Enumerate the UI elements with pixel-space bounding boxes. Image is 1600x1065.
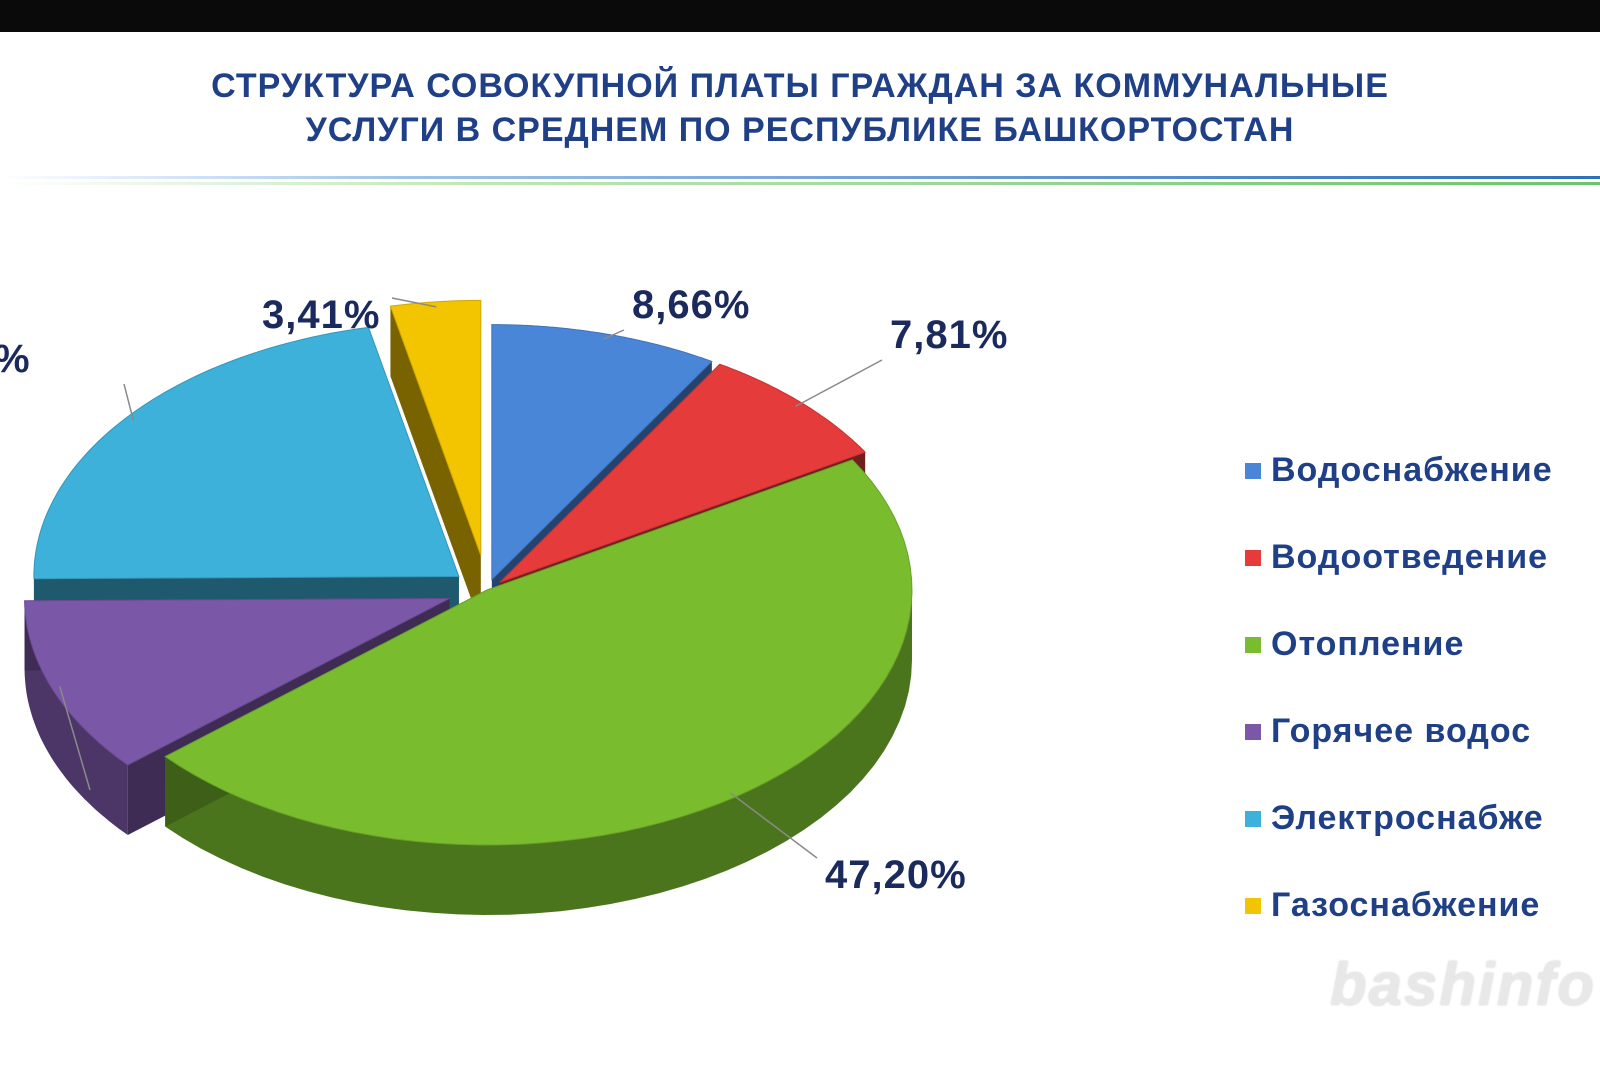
legend-swatch-газоснабжение xyxy=(1245,897,1261,914)
legend-swatch-водоснабжение xyxy=(1245,462,1261,479)
legend-label-горячее-водоснабжение: Горячее водос xyxy=(1271,712,1532,750)
leader-line-водоснабжение xyxy=(603,329,625,340)
chart-title: СТРУКТУРА СОВОКУПНОЙ ПЛАТЫ ГРАЖДАН ЗА КО… xyxy=(60,64,1540,152)
legend-item-газоснабжение: Газоснабжение xyxy=(1245,862,1600,949)
watermark: bashinfo xyxy=(1330,951,1596,1018)
top-black-bar xyxy=(0,0,1600,32)
legend-swatch-электроснабжение xyxy=(1245,810,1261,827)
data-label-водоотведение: 7,81% xyxy=(890,313,1008,357)
legend-label-газоснабжение: Газоснабжение xyxy=(1271,886,1541,924)
pie-chart: 8,66% 7,81% 47,20%% 3,41% xyxy=(0,283,1008,915)
chart-title-line-1: СТРУКТУРА СОВОКУПНОЙ ПЛАТЫ ГРАЖДАН ЗА КО… xyxy=(211,67,1389,105)
data-label-электроснабжение: % xyxy=(0,337,31,381)
leader-line-отопление xyxy=(729,792,818,859)
slice-wall-газоснабжение-0 xyxy=(390,306,481,626)
slice-газоснабжение xyxy=(389,299,482,556)
data-label-отопление: 47,20% xyxy=(825,853,967,897)
legend-label-отопление: Отопление xyxy=(1271,625,1465,663)
slice-side-горячее-водоснабжение xyxy=(24,600,128,835)
legend-item-электроснабжение: Электроснабже xyxy=(1245,775,1600,862)
legend-swatch-водоотведение xyxy=(1245,549,1261,566)
leader-line-газоснабжение xyxy=(391,297,437,308)
header-rule-blue xyxy=(0,176,1600,179)
data-label-водоснабжение: 8,66% xyxy=(632,283,750,327)
chart-title-line-2: УСЛУГИ В СРЕДНЕМ ПО РЕСПУБЛИКЕ БАШКОРТОС… xyxy=(305,111,1295,149)
slice-side-отопление xyxy=(165,590,912,915)
slice-электроснабжение xyxy=(33,326,460,580)
header-rule-green xyxy=(0,182,1600,185)
legend-swatch-горячее-водоснабжение xyxy=(1245,723,1261,740)
legend-label-водоотведение: Водоотведение xyxy=(1271,538,1548,576)
data-label-газоснабжение: 3,41% xyxy=(262,293,380,337)
leader-line-горячее-водоснабжение xyxy=(59,686,91,791)
slice-горячее-водоснабжение xyxy=(24,597,450,766)
leader-line-водоотведение xyxy=(795,359,883,408)
legend-item-горячее-водоснабжение: Горячее водос xyxy=(1245,688,1600,775)
slice-водоснабжение xyxy=(491,324,713,581)
leader-line-электроснабжение xyxy=(123,383,135,421)
legend-swatch-отопление xyxy=(1245,636,1261,653)
legend-item-водоотведение: Водоотведение xyxy=(1245,514,1600,601)
legend-label-электроснабжение: Электроснабже xyxy=(1271,799,1544,837)
legend-label-водоснабжение: Водоснабжение xyxy=(1271,451,1553,489)
legend-item-отопление: Отопление xyxy=(1245,601,1600,688)
legend-item-водоснабжение: Водоснабжение xyxy=(1245,427,1600,514)
chart-legend: Водоснабжение Водоотведение Отопление Горяч… xyxy=(1245,427,1600,949)
